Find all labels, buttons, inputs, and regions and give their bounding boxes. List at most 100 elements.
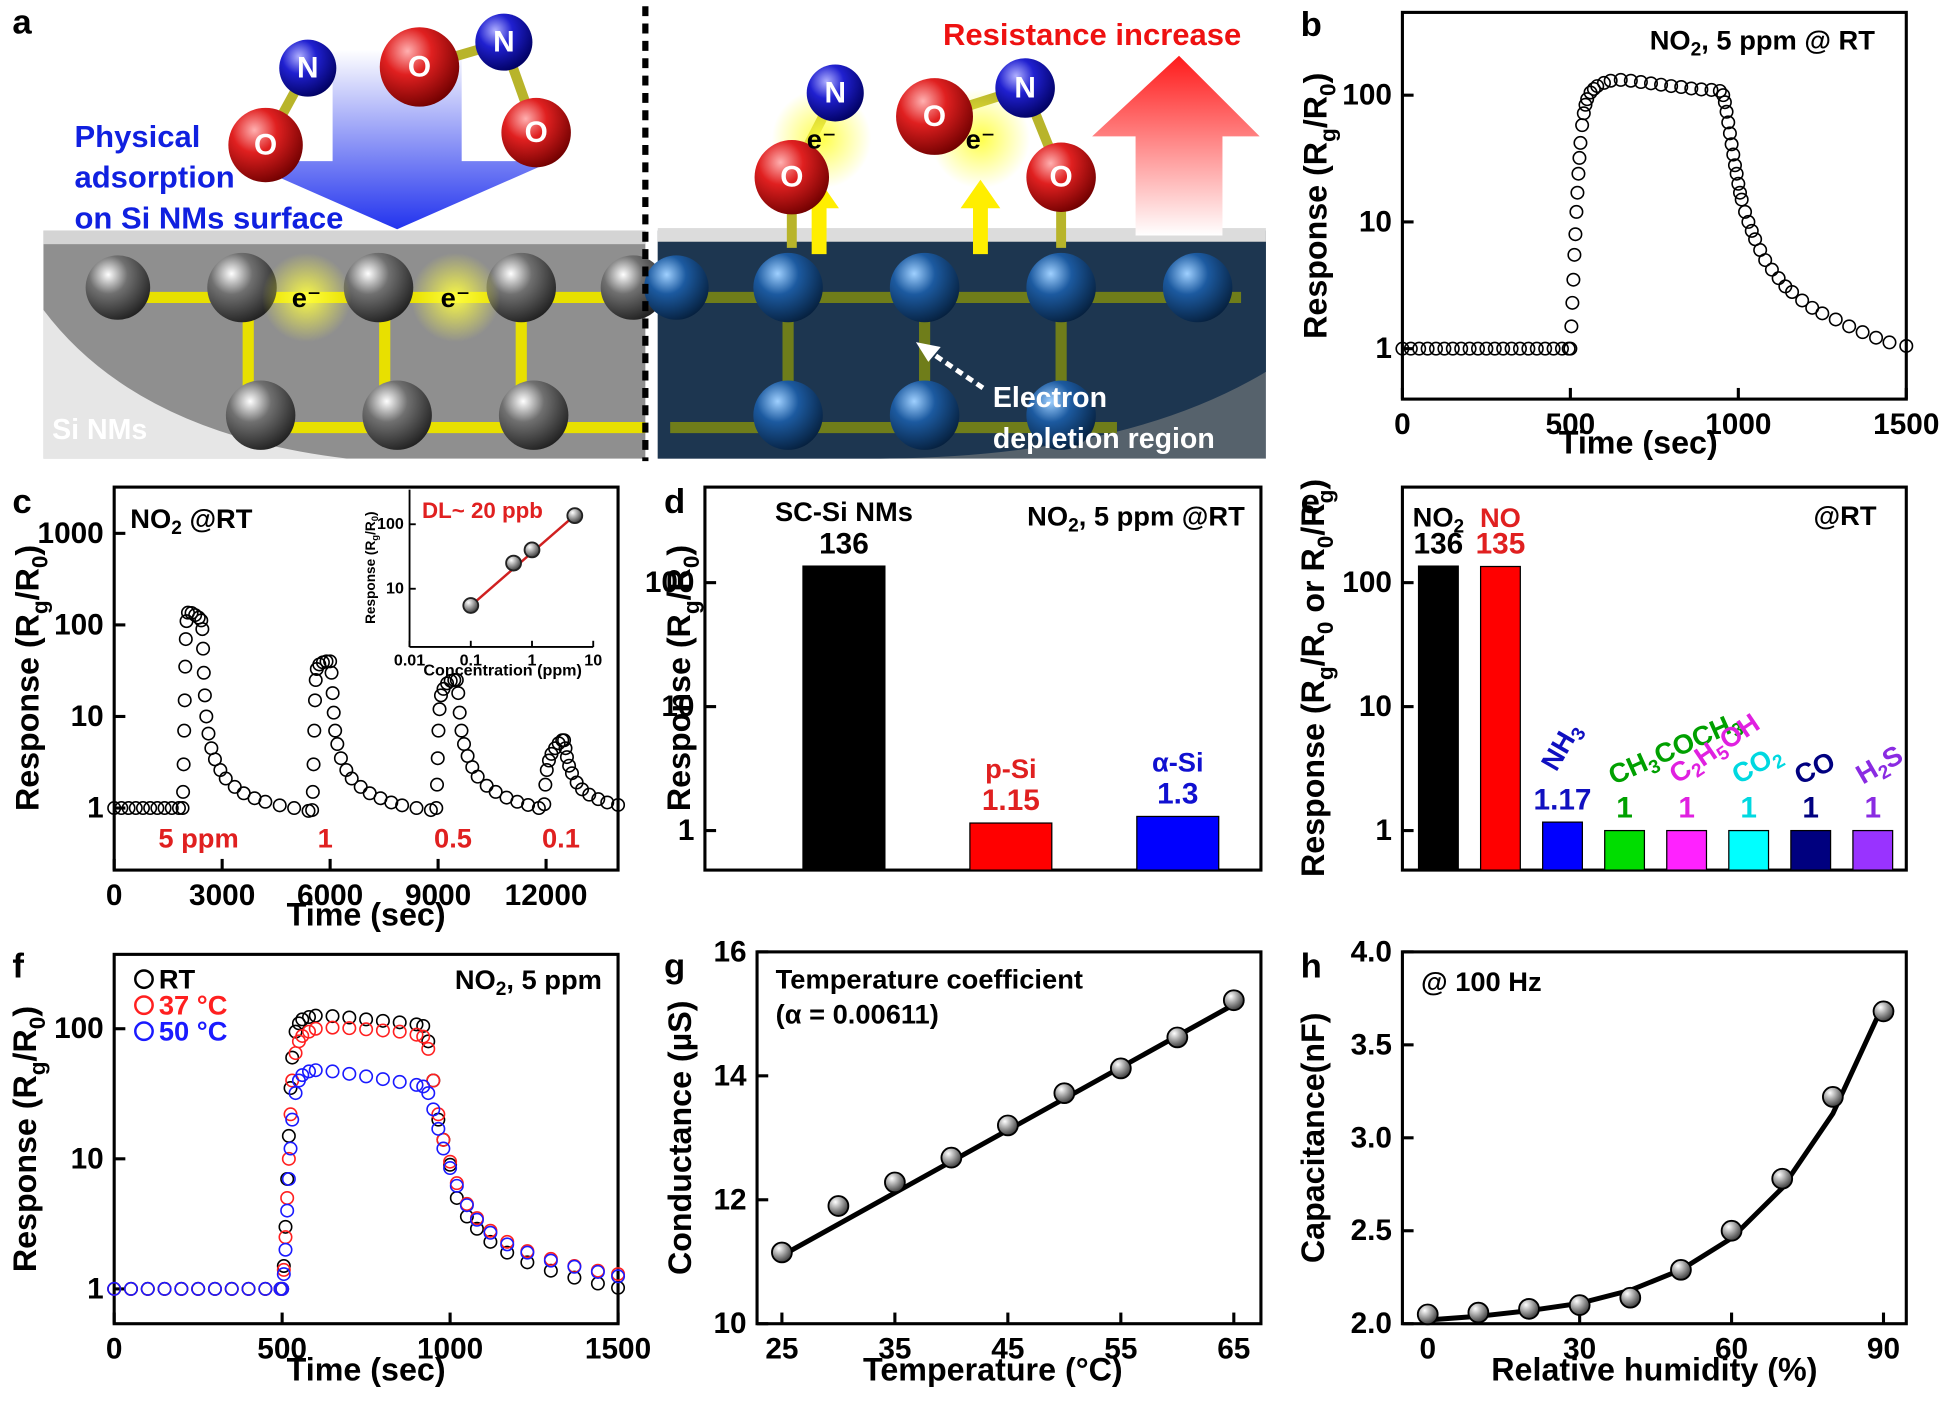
atom-label: O: [780, 161, 803, 194]
y-axis-label: Response (Rg/R0): [362, 511, 381, 624]
x-tick-label: 45: [991, 1333, 1024, 1366]
bar: [1136, 815, 1220, 871]
text-run: NO: [130, 503, 171, 534]
value-label: 1.15: [982, 784, 1040, 817]
atom-label: N: [1014, 72, 1036, 105]
data-point: [1731, 176, 1746, 191]
text-run: /R: [1298, 96, 1334, 128]
data-point: [123, 1281, 138, 1296]
subscript: g: [370, 535, 381, 541]
data-point: [431, 723, 446, 738]
fit-line: [1427, 1002, 1886, 1323]
adsorption-line: adsorption: [74, 160, 234, 195]
data-point: [1546, 341, 1561, 356]
subscript: g: [25, 1061, 50, 1075]
data-point: [409, 1077, 424, 1092]
text-run: /R: [362, 521, 377, 535]
data-point: [500, 1245, 515, 1260]
data-point: [272, 798, 287, 813]
y-tick-label: 2.0: [1351, 1307, 1392, 1340]
x-tick-label: 55: [1104, 1333, 1137, 1366]
subscript: 2: [1068, 516, 1079, 537]
data-point: [276, 1262, 291, 1277]
category-label: p-Si: [985, 753, 1037, 784]
data-point: [326, 705, 341, 720]
data-point: [281, 1151, 296, 1166]
data-point: [1795, 293, 1810, 308]
data-point: [135, 801, 150, 816]
data-point: [459, 1198, 474, 1213]
data-point: [143, 801, 158, 816]
y-tick-label: 2.5: [1351, 1214, 1392, 1247]
text-run: @RT: [182, 503, 253, 534]
text-run: Response (R: [661, 614, 697, 811]
panel-letter: h: [1301, 948, 1322, 986]
data-point: [1643, 76, 1659, 91]
y-tick-label: 1: [1375, 814, 1392, 847]
data-point: [325, 1009, 340, 1024]
data-point: [409, 1027, 424, 1042]
data-point: [421, 1086, 436, 1101]
data-point: [1821, 1086, 1844, 1108]
data-point: [1899, 338, 1914, 353]
depletion-label: Electron: [993, 382, 1107, 414]
data-point: [305, 784, 320, 799]
text-run: NO: [1027, 500, 1068, 531]
data-point: [1053, 1082, 1076, 1105]
y-tick-label: 14: [714, 1059, 748, 1092]
y-tick-label: 10: [661, 690, 694, 723]
data-point: [196, 641, 211, 656]
y-axis-label: Response (Rg/R0): [7, 1006, 50, 1272]
y-tick-label: 12: [714, 1183, 747, 1216]
data-point: [997, 1114, 1019, 1137]
data-point: [171, 801, 186, 816]
panel-letter: b: [1301, 6, 1322, 44]
text-run: NO: [1650, 24, 1691, 55]
data-point: [421, 1034, 436, 1049]
data-point: [333, 751, 348, 766]
category-label: α-Si: [1152, 746, 1204, 777]
data-point: [1437, 341, 1452, 356]
text-run: , 5 ppm: [506, 964, 602, 995]
y-tick-label: 1: [87, 1272, 104, 1305]
x-tick-label: 65: [1217, 1333, 1250, 1366]
data-point: [285, 1050, 300, 1065]
y-tick-label: 100: [645, 566, 695, 599]
y-tick-label: 10: [1359, 205, 1392, 238]
adsorption-text: Physical adsorption on Si NMs surface: [74, 119, 343, 236]
data-point: [436, 1141, 451, 1156]
x-tick-label: 90: [1867, 1333, 1900, 1366]
text-run: Response (R: [1298, 142, 1334, 339]
data-point: [392, 1024, 407, 1039]
data-point: [1872, 1000, 1895, 1023]
data-point: [1470, 341, 1486, 356]
electron-label: e⁻: [441, 282, 471, 313]
text-run: /R: [661, 568, 697, 600]
data-point: [164, 801, 179, 816]
data-point: [1720, 1219, 1743, 1242]
electron-glow: [410, 252, 501, 343]
data-point: [611, 797, 626, 812]
depletion-pointer-head: [915, 342, 941, 362]
data-point: [191, 1281, 206, 1296]
data-point: [1565, 295, 1580, 310]
data-point: [281, 1128, 296, 1143]
data-point: [325, 686, 340, 701]
data-point: [278, 1242, 293, 1257]
data-point: [538, 777, 553, 792]
fit-line: [467, 510, 581, 610]
data-point: [449, 1178, 464, 1193]
electron-label: e⁻: [807, 123, 837, 154]
data-point: [107, 801, 122, 816]
data-point: [1166, 1026, 1189, 1049]
data-point: [224, 1281, 239, 1296]
data-point: [281, 1171, 296, 1186]
data-point: [283, 1141, 298, 1156]
data-point: [140, 1281, 155, 1296]
y-tick-label: 1: [1375, 332, 1392, 365]
plot-frame: [1400, 485, 1908, 872]
y-tick-label: 10: [71, 1142, 104, 1175]
value-label: 135: [1476, 528, 1526, 561]
y-tick-label: 10: [714, 1307, 747, 1340]
x-tick-label: 12000: [505, 879, 588, 912]
